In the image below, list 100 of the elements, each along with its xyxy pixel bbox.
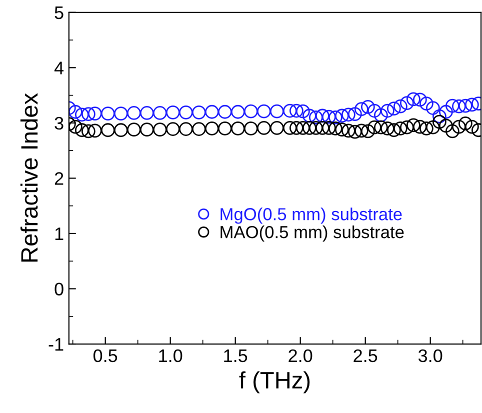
point (244, 122, 258, 136)
point (256, 104, 271, 118)
point (192, 105, 206, 120)
point (419, 96, 434, 111)
point (354, 124, 368, 138)
legend-label: MgO(0.5 mm) substrate (220, 208, 402, 224)
x-tick-label: 2.0 (288, 349, 312, 362)
legend-label: MAO(0.5 mm) substrate (220, 226, 404, 242)
y-tick-label: 4 (54, 62, 64, 74)
y-tick-label: 3 (54, 116, 64, 130)
point (334, 122, 349, 137)
point (458, 98, 472, 113)
point (400, 120, 414, 134)
point (74, 108, 89, 122)
point (360, 100, 375, 114)
point (68, 104, 82, 119)
point (412, 120, 427, 134)
point (452, 120, 466, 134)
point (458, 116, 472, 130)
point (100, 106, 115, 120)
point (374, 120, 388, 134)
point (270, 120, 284, 135)
point (393, 99, 408, 114)
point (315, 108, 330, 123)
point (126, 106, 141, 120)
point (360, 124, 375, 138)
point (426, 120, 440, 134)
point (380, 104, 394, 118)
point (302, 108, 316, 123)
point (289, 120, 304, 135)
point (322, 120, 336, 135)
y-tick-label: 1 (55, 228, 64, 240)
point (438, 104, 453, 119)
point (445, 98, 460, 113)
point (178, 122, 193, 136)
point (218, 104, 232, 119)
y-axis-title: Refractive Index (20, 93, 38, 262)
point (452, 99, 466, 114)
y-tick-label: 2 (54, 172, 64, 185)
point (74, 123, 89, 138)
point (296, 120, 310, 135)
point (282, 104, 297, 118)
point (393, 122, 408, 136)
point (178, 105, 193, 120)
point (100, 123, 115, 138)
x-tick-label: 1.0 (159, 349, 182, 362)
point (296, 104, 310, 118)
point (302, 120, 316, 135)
point (282, 120, 297, 135)
point (88, 124, 102, 138)
x-tick-label: 3.0 (418, 349, 442, 362)
point (308, 120, 323, 135)
point (256, 120, 271, 135)
point (354, 102, 368, 116)
point (367, 104, 382, 118)
point (218, 122, 232, 136)
point (400, 96, 414, 110)
point (380, 122, 394, 136)
point (81, 107, 96, 122)
point (126, 122, 141, 137)
y-tick-label: 0 (54, 282, 64, 296)
point (68, 120, 82, 134)
point (166, 122, 180, 136)
point (152, 106, 167, 120)
point (114, 106, 128, 120)
point (114, 123, 128, 138)
x-tick-label: 0.5 (93, 349, 118, 362)
point (334, 108, 349, 123)
y-tick-label: -1 (48, 338, 64, 351)
point (140, 122, 154, 137)
point (386, 123, 401, 138)
point (386, 102, 401, 116)
point (464, 120, 479, 134)
point (230, 104, 245, 119)
point (328, 110, 342, 124)
point (270, 104, 284, 118)
point (308, 110, 323, 124)
point (152, 122, 167, 137)
point (348, 107, 362, 122)
point (406, 118, 420, 132)
point (432, 109, 446, 124)
point (81, 124, 96, 138)
x-tick-label: 2.5 (354, 349, 378, 362)
point (289, 104, 304, 118)
point (140, 106, 154, 120)
point (341, 108, 356, 122)
point (328, 122, 342, 136)
point (438, 118, 453, 133)
point (204, 122, 219, 136)
point (367, 120, 382, 134)
point (374, 108, 388, 122)
point (341, 124, 356, 138)
point (315, 120, 330, 135)
point (244, 104, 258, 118)
point (348, 124, 362, 139)
point (432, 114, 446, 129)
point (419, 122, 434, 136)
point (166, 105, 180, 120)
point (88, 106, 102, 120)
y-tick-label: 5 (54, 6, 64, 20)
